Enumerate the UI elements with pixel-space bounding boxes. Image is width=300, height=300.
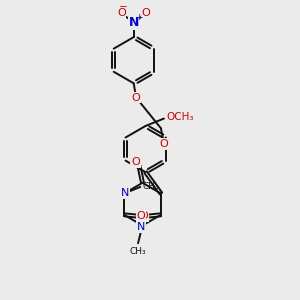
Text: O: O <box>131 157 140 167</box>
Text: N: N <box>137 222 146 232</box>
Text: O: O <box>136 211 145 221</box>
Text: N: N <box>121 188 130 198</box>
Text: O: O <box>160 139 168 149</box>
Text: O: O <box>117 8 126 18</box>
Text: −: − <box>118 2 127 13</box>
Text: O: O <box>140 211 148 221</box>
Text: CH₃: CH₃ <box>142 182 159 191</box>
Text: O: O <box>142 8 151 18</box>
Text: O: O <box>132 92 140 103</box>
Text: CH₃: CH₃ <box>130 247 146 256</box>
Text: OCH₃: OCH₃ <box>166 112 194 122</box>
Text: +: + <box>135 13 142 22</box>
Text: N: N <box>128 16 139 29</box>
